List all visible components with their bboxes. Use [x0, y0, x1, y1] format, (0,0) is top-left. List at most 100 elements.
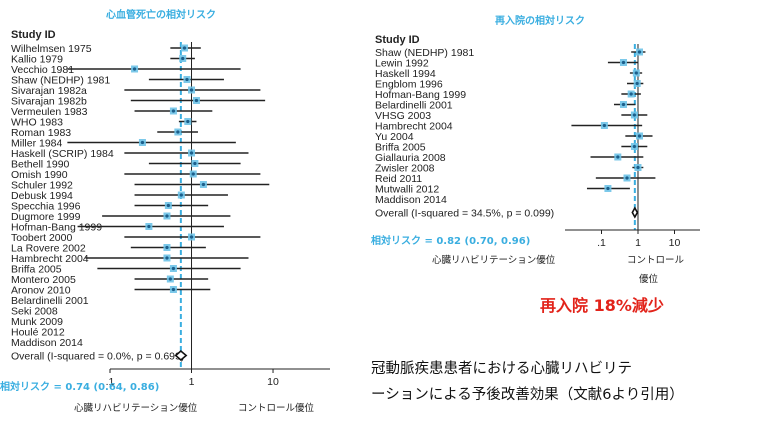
- study-label: Maddison 2014: [375, 194, 447, 206]
- study-label: Miller 1984: [11, 138, 63, 150]
- point-estimate-dot: [168, 277, 172, 281]
- study-label: La Rovere 2002: [11, 243, 86, 255]
- point-estimate-dot: [171, 109, 176, 113]
- study-label: Hofman-Bang 1999: [11, 222, 102, 234]
- point-estimate-dot: [635, 81, 639, 86]
- study-label: Lewin 1992: [375, 58, 429, 70]
- favors-rehab-label: 心臓リハビリテーション優位: [432, 254, 556, 266]
- point-estimate-dot: [637, 50, 642, 54]
- x-tick-label: 10: [669, 237, 681, 249]
- study-label: Dugmore 1999: [11, 211, 81, 223]
- study-label: Wilhelmsen 1975: [11, 43, 92, 55]
- favors-control-label: コントロール優位: [238, 402, 315, 414]
- point-estimate-dot: [165, 256, 169, 260]
- x-tick-label: .1: [597, 237, 606, 249]
- study-label: Engblom 1996: [375, 79, 443, 91]
- pooled-relative-risk-label: 相対リスク = 0.74 (0.64, 0.86): [0, 380, 159, 393]
- study-label: Sivarajan 1982b: [11, 96, 87, 108]
- study-label: Belardinelli 2001: [11, 295, 89, 307]
- point-estimate-dot: [632, 144, 637, 149]
- study-label: Debusk 1994: [11, 190, 73, 202]
- study-label: Giallauria 2008: [375, 152, 446, 164]
- point-estimate-dot: [189, 235, 194, 239]
- caption-line-1: 冠動脈疾患患者における心臓リハビリテ: [371, 361, 632, 377]
- point-estimate-dot: [602, 123, 606, 128]
- study-id-header: Study ID: [11, 29, 56, 41]
- point-estimate-dot: [193, 161, 197, 166]
- point-estimate-dot: [191, 172, 195, 176]
- favors-rehab-label: 心臓リハビリテーション優位: [74, 402, 198, 414]
- overall-label: Overall (I-squared = 0.0%, p = 0.699): [11, 351, 184, 363]
- study-label: Specchia 1996: [11, 201, 81, 213]
- caption-line-2: ーションによる予後改善効果（文献6より引用）: [371, 387, 684, 403]
- point-estimate-dot: [171, 266, 176, 271]
- readmission-reduction-note: 再入院 18%減少: [540, 296, 664, 315]
- panel-title: 心血管死亡の相対リスク: [106, 8, 216, 21]
- x-tick-label: 10: [267, 376, 279, 388]
- study-label: Haskell 1994: [375, 68, 436, 80]
- overall-diamond: [174, 349, 188, 362]
- study-label: Hofman-Bang 1999: [375, 89, 466, 101]
- study-label: WHO 1983: [11, 117, 63, 129]
- study-label: Reid 2011: [375, 173, 422, 185]
- point-estimate-dot: [616, 155, 620, 159]
- point-estimate-dot: [165, 214, 169, 218]
- study-label: Toobert 2000: [11, 232, 72, 244]
- point-estimate-dot: [132, 67, 137, 71]
- study-label: Roman 1983: [11, 127, 71, 139]
- point-estimate-dot: [166, 203, 170, 208]
- point-estimate-dot: [621, 102, 626, 107]
- point-estimate-dot: [621, 60, 626, 65]
- point-estimate-dot: [147, 224, 151, 229]
- point-estimate-dot: [636, 165, 640, 170]
- forest-plot-panel-1: 心血管死亡の相対リスク Study ID Wilhelmsen 1975Kallio…: [0, 8, 330, 414]
- pooled-relative-risk-label: 相対リスク = 0.82 (0.70, 0.96): [371, 234, 530, 247]
- point-estimate-dot: [189, 88, 194, 92]
- point-estimate-dot: [625, 176, 629, 180]
- study-label: VHSG 2003: [375, 110, 431, 122]
- point-estimate-dot: [182, 46, 187, 50]
- study-label: Bethell 1990: [11, 159, 70, 171]
- point-estimate-dot: [181, 56, 185, 61]
- point-estimate-dot: [194, 98, 199, 103]
- point-estimate-dot: [606, 186, 610, 191]
- study-label: Mutwalli 2012: [375, 184, 439, 196]
- study-id-header: Study ID: [375, 34, 420, 46]
- study-label: Sivarajan 1982a: [11, 85, 87, 97]
- study-label: Briffa 2005: [375, 142, 426, 154]
- point-estimate-dot: [185, 77, 189, 82]
- study-label: Houlé 2012: [11, 327, 65, 339]
- point-estimate-dot: [179, 193, 183, 197]
- study-label: Vecchio 1981: [11, 64, 74, 76]
- study-label: Aronov 2010: [11, 285, 71, 297]
- study-label: Vermeulen 1983: [11, 106, 88, 118]
- overall-label: Overall (I-squared = 34.5%, p = 0.099): [375, 208, 554, 220]
- study-label: Montero 2005: [11, 274, 76, 286]
- point-estimate-dot: [189, 151, 194, 155]
- point-estimate-dot: [637, 134, 642, 138]
- x-tick-label: 1: [635, 237, 641, 249]
- point-estimate-dot: [171, 287, 176, 292]
- study-label: Shaw (NEDHP) 1981: [375, 47, 474, 59]
- study-label: Shaw (NEDHP) 1981: [11, 75, 110, 87]
- point-estimate-dot: [140, 140, 145, 145]
- study-label: Yu 2004: [375, 131, 414, 143]
- study-label: Belardinelli 2001: [375, 100, 453, 112]
- point-estimate-dot: [176, 130, 180, 134]
- x-tick-label: .1: [106, 376, 115, 388]
- study-label: Zwisler 2008: [375, 163, 435, 175]
- study-label: Maddison 2014: [11, 337, 83, 349]
- x-tick-label: 1: [189, 376, 195, 388]
- point-estimate-dot: [634, 71, 638, 75]
- point-estimate-dot: [632, 113, 637, 117]
- point-estimate-dot: [629, 92, 633, 96]
- point-estimate-dot: [186, 119, 190, 124]
- study-label: Munk 2009: [11, 316, 63, 328]
- study-label: Seki 2008: [11, 306, 58, 318]
- study-label: Hambrecht 2004: [375, 121, 453, 133]
- overall-diamond: [631, 206, 639, 219]
- panel-title: 再入院の相対リスク: [495, 14, 585, 27]
- study-label: Kallio 1979: [11, 54, 63, 66]
